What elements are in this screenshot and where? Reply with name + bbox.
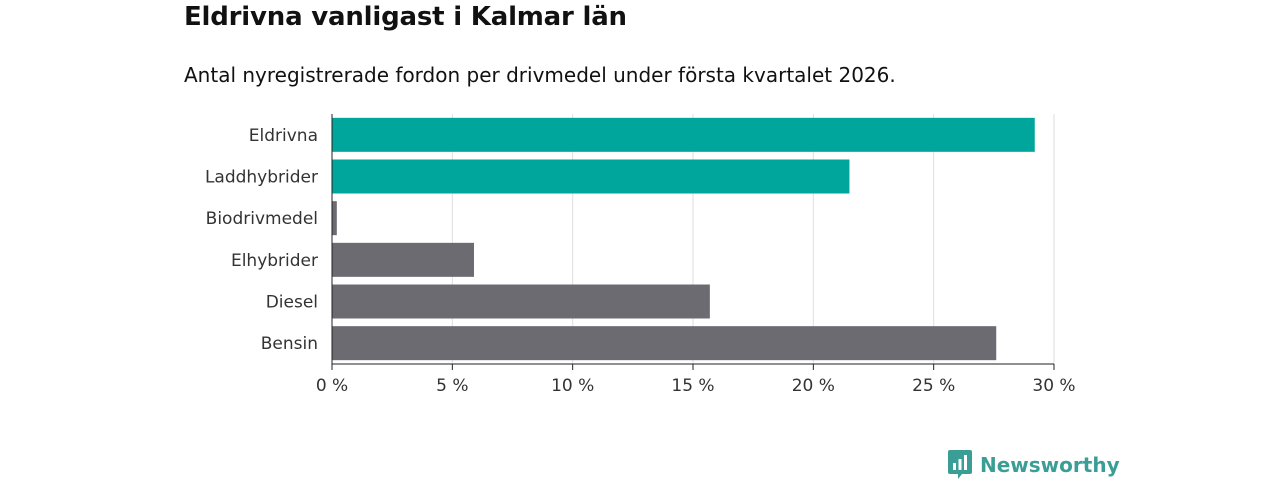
x-tick-label-1: 5 % xyxy=(436,376,468,396)
bar-elhybrider xyxy=(332,242,474,277)
category-label-biodrivmedel: Biodrivmedel xyxy=(206,209,318,229)
x-tick-label-5: 25 % xyxy=(912,376,955,396)
bar-eldrivna xyxy=(332,117,1035,152)
bar-laddhybrider xyxy=(332,159,850,194)
category-label-bensin: Bensin xyxy=(261,334,318,354)
chart-subtitle: Antal nyregistrerade fordon per drivmede… xyxy=(184,63,896,87)
bar-biodrivmedel xyxy=(332,201,337,236)
x-tick-label-2: 10 % xyxy=(551,376,594,396)
category-label-eldrivna: Eldrivna xyxy=(249,126,318,146)
x-tick-label-0: 0 % xyxy=(316,376,348,396)
newsworthy-logo-icon xyxy=(948,450,972,479)
category-label-laddhybrider: Laddhybrider xyxy=(205,168,318,188)
bar-bensin xyxy=(332,326,997,361)
newsworthy-logo: Newsworthy xyxy=(948,450,1120,480)
x-tick-label-6: 30 % xyxy=(1032,376,1075,396)
newsworthy-logo-text: Newsworthy xyxy=(980,453,1120,477)
x-tick-label-3: 15 % xyxy=(671,376,714,396)
chart-title: Eldrivna vanligast i Kalmar län xyxy=(184,2,627,32)
category-label-elhybrider: Elhybrider xyxy=(231,251,318,271)
x-tick-label-4: 20 % xyxy=(792,376,835,396)
bar-diesel xyxy=(332,284,710,319)
category-label-diesel: Diesel xyxy=(266,293,318,313)
